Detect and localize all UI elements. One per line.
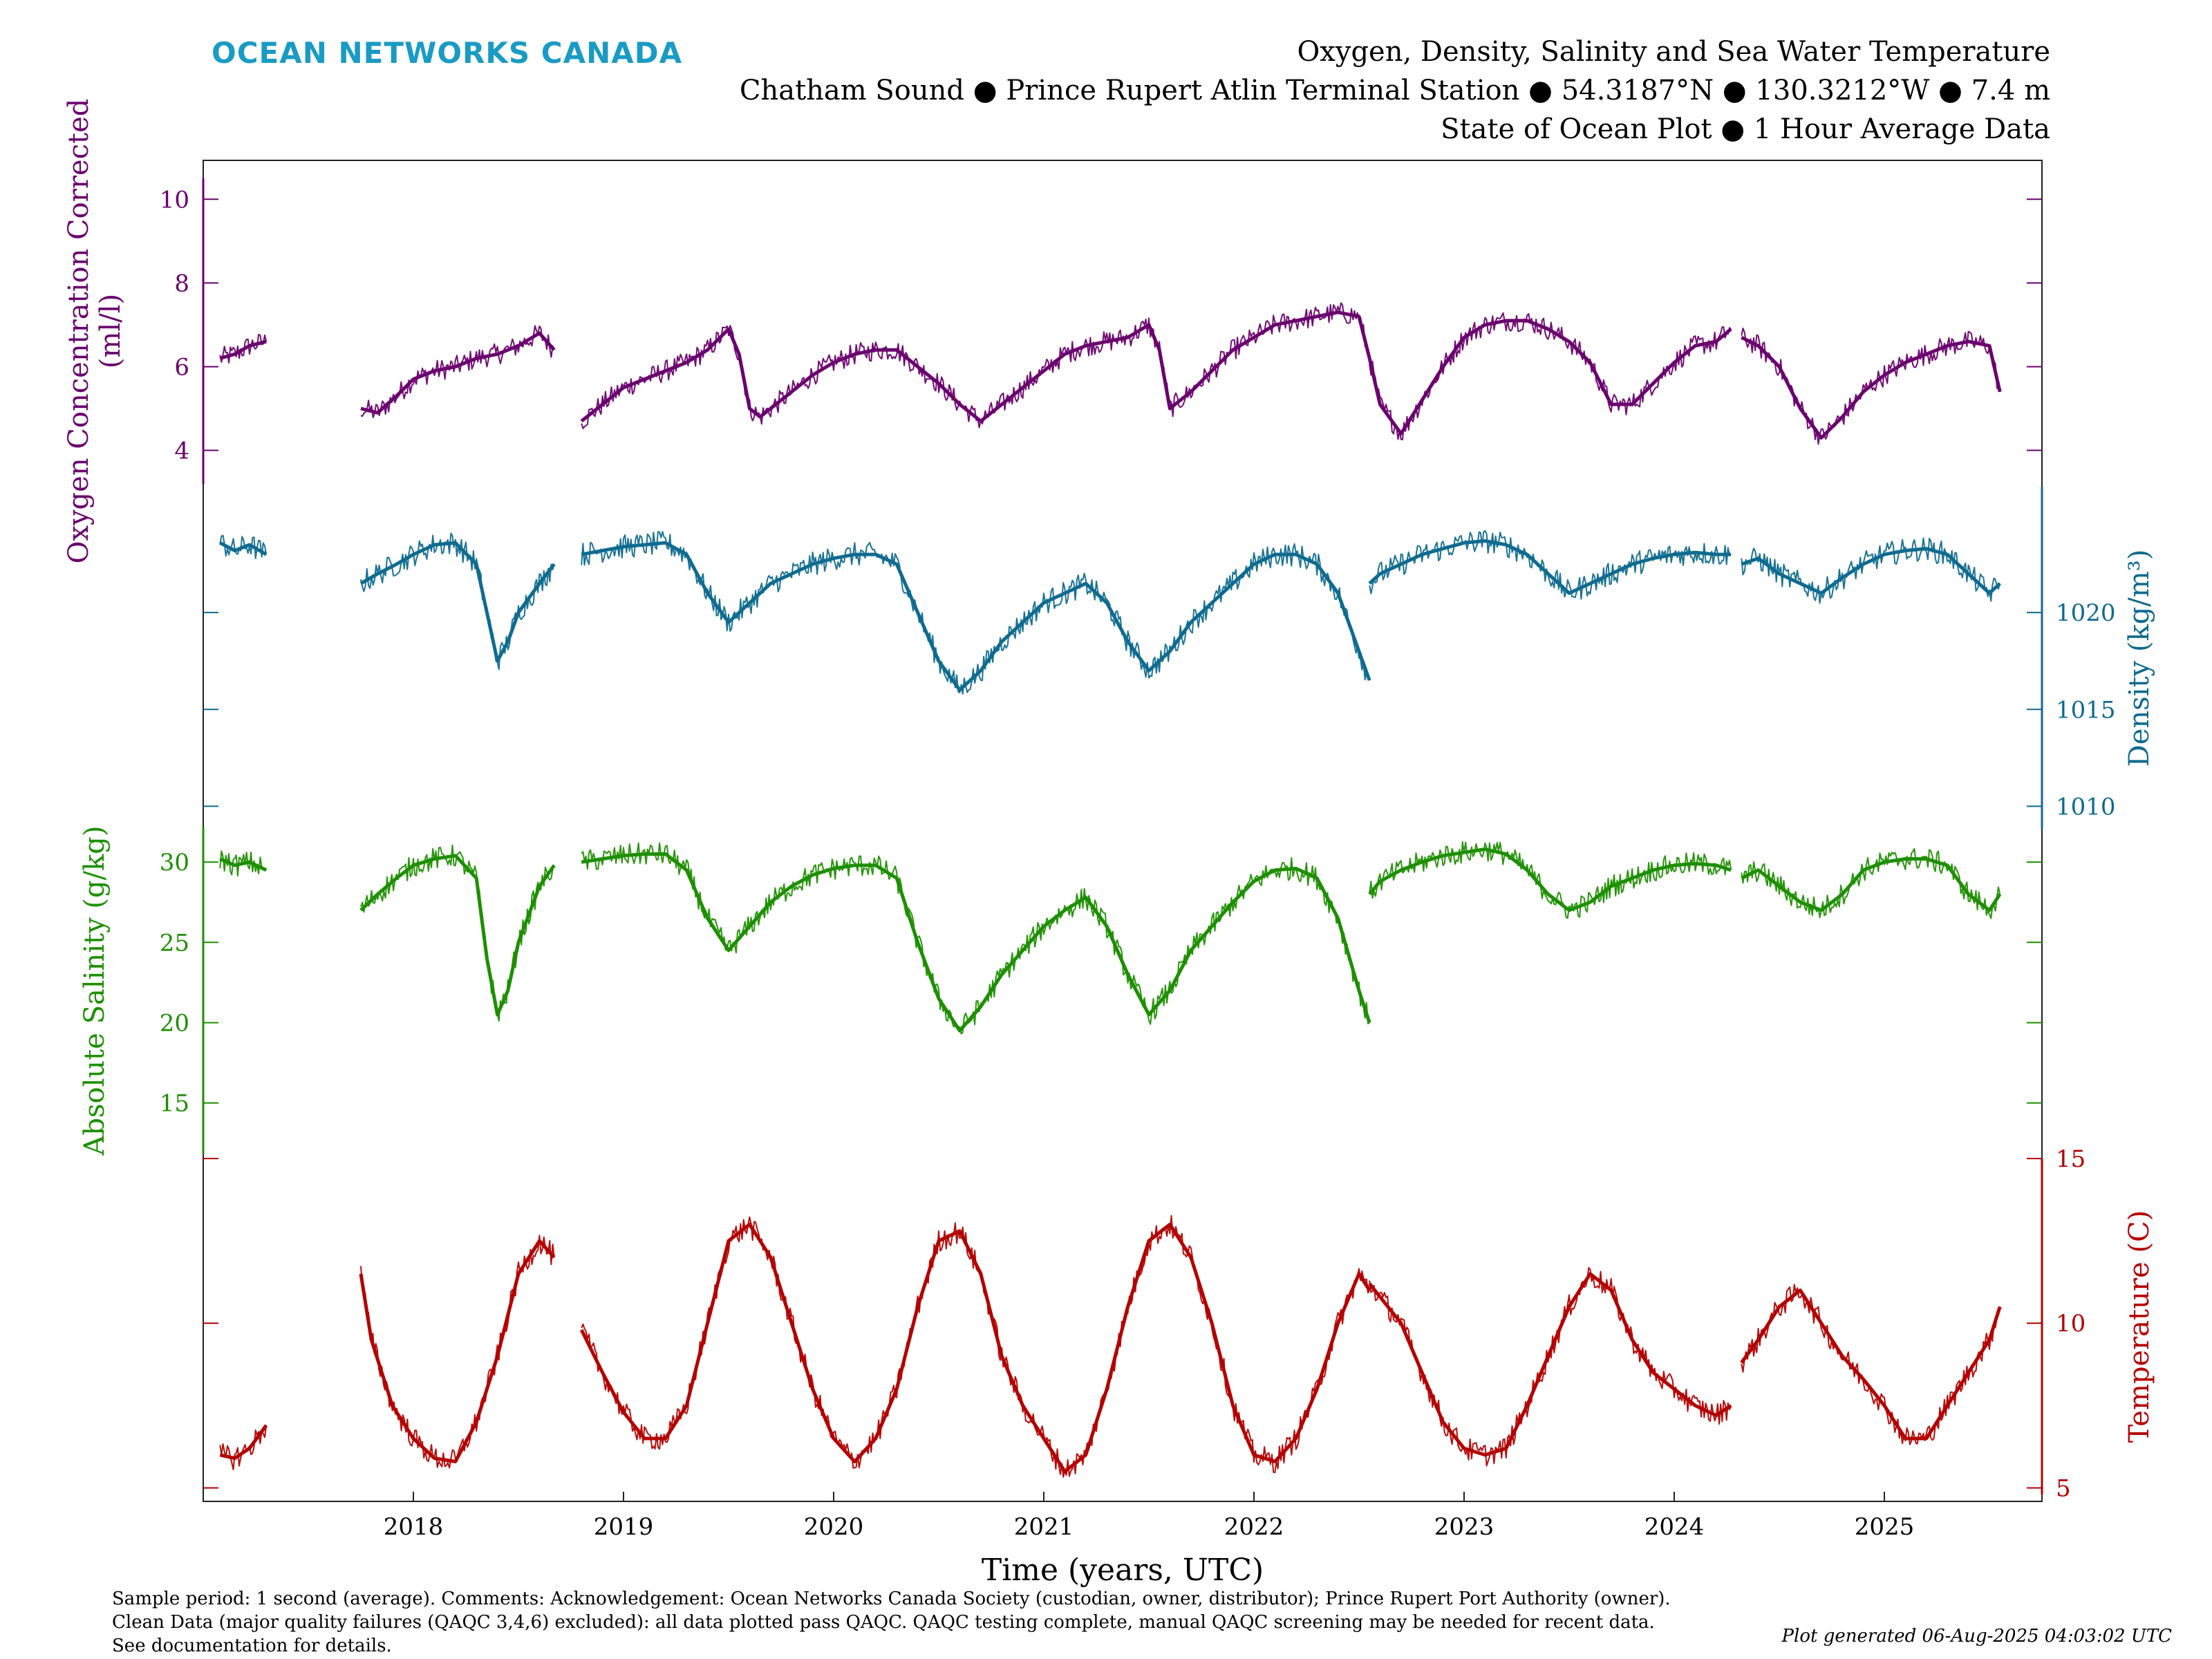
oxygen-series-line-segment (1741, 335, 2002, 440)
chart-panels: 4 6 8 10 Oxygen Concentration Corrected (ml/l… (63, 99, 2155, 1503)
footer-line-3: See documentation for details. (112, 1635, 392, 1656)
x-tick-label: 2024 (1644, 1513, 1705, 1541)
x-tick-label: 2023 (1434, 1513, 1494, 1541)
footer-line-2: Clean Data (major quality failures (QAQC… (112, 1612, 1655, 1633)
temperature-series-noise-segment (1369, 1267, 1732, 1467)
chart-subtitle-type: State of Ocean Plot ● 1 Hour Average Dat… (1441, 113, 2050, 145)
oxygen-series-noise-segment (219, 333, 268, 364)
x-axis-label: Time (years, UTC) (982, 1553, 1264, 1588)
temperature-panel: 5 10 15 Temperature (C) (203, 1145, 2155, 1502)
temperature-tick-label: 10 (2056, 1310, 2086, 1338)
density-tick-label: 1015 (2056, 696, 2116, 724)
x-tick-label: 2022 (1224, 1513, 1284, 1541)
oxygen-series-line-segment (219, 339, 267, 360)
x-tick-label: 2021 (1014, 1513, 1074, 1541)
oxygen-axis-label: (ml/l) (95, 294, 126, 368)
x-tick-label: 2018 (384, 1513, 444, 1541)
x-tick-label: 2019 (594, 1513, 654, 1541)
temperature-tick-label: 5 (2056, 1474, 2071, 1502)
generated-timestamp: Plot generated 06-Aug-2025 04:03:02 UTC (1781, 1626, 2172, 1647)
footer-notes: Sample period: 1 second (average). Comme… (112, 1587, 1671, 1658)
salinity-tick-label: 25 (160, 929, 189, 957)
density-tick-label: 1010 (2056, 793, 2116, 821)
x-tick-label: 2020 (804, 1513, 864, 1541)
temperature-series-noise-segment (1741, 1284, 2001, 1445)
salinity-panel: 15 20 25 30 Absolute Salinity (g/kg) (79, 825, 2042, 1156)
temperature-series-line-segment (219, 1424, 268, 1461)
oxygen-series-line-segment (360, 331, 556, 415)
salinity-series-line-segment (1741, 857, 2002, 912)
x-axis: 2018 2019 2020 2021 2022 2023 2024 2025 (384, 1492, 1915, 1541)
density-axis-label: Density (kg/m³) (2124, 550, 2155, 767)
temperature-series-noise-segment (581, 1215, 1371, 1478)
density-series-noise-segment (1741, 537, 2001, 604)
density-panel: 1010 1015 1020 Density (kg/m³) (203, 487, 2155, 830)
density-series-line-segment (1368, 539, 1732, 595)
oxygen-panel: 4 6 8 10 Oxygen Concentration Corrected (ml/l… (63, 99, 2042, 564)
oxygen-series-line-segment (580, 310, 1371, 423)
temperature-series-line-segment (1368, 1272, 1732, 1457)
oxygen-tick-label: 10 (160, 186, 189, 214)
salinity-series-line-segment (219, 857, 268, 872)
x-tick-label: 2025 (1855, 1513, 1915, 1541)
footer-line-1: Sample period: 1 second (average). Comme… (112, 1588, 1671, 1609)
oxygen-series-line-segment (1367, 319, 1732, 435)
salinity-series-noise-segment (360, 844, 555, 1022)
brand-logo: OCEAN NETWORKS CANADA (212, 36, 683, 70)
temperature-series-noise-segment (360, 1235, 555, 1469)
chart-title: Oxygen, Density, Salinity and Sea Water … (1297, 36, 2051, 68)
oxygen-tick-label: 6 (174, 353, 189, 381)
salinity-series-line-segment (1368, 847, 1732, 912)
temperature-series-line-segment (359, 1239, 556, 1463)
oxygen-series-noise-segment (581, 302, 1371, 429)
oxygen-tick-label: 4 (174, 438, 189, 465)
density-series-line-segment (359, 541, 556, 663)
density-series-line-segment (219, 541, 268, 556)
salinity-series-line-segment (359, 854, 556, 1017)
temperature-tick-label: 15 (2056, 1145, 2086, 1173)
density-tick-label: 1020 (2056, 599, 2116, 627)
salinity-series-noise-segment (581, 842, 1370, 1035)
chart-subtitle-location: Chatham Sound ● Prince Rupert Atlin Term… (739, 75, 2050, 106)
density-series-noise-segment (219, 534, 268, 559)
oxygen-series-noise-segment (1369, 312, 1732, 440)
salinity-series-line-segment (581, 852, 1371, 1033)
density-series-noise-segment (1369, 529, 1732, 600)
density-series-line-segment (581, 541, 1371, 692)
temperature-series-line-segment (1740, 1288, 2002, 1441)
density-series-line-segment (1741, 547, 2001, 595)
oxygen-tick-label: 8 (174, 270, 189, 297)
salinity-series-noise-segment (1369, 841, 1732, 919)
density-series-noise-segment (581, 531, 1371, 695)
temperature-series-noise-segment (219, 1425, 268, 1470)
temperature-series-line-segment (579, 1222, 1371, 1474)
salinity-tick-label: 20 (160, 1009, 189, 1037)
oxygen-axis-label: Oxygen Concentration Corrected (63, 99, 95, 564)
salinity-axis-label: Absolute Salinity (g/kg) (79, 825, 111, 1156)
temperature-axis-label: Temperature (C) (2124, 1210, 2155, 1443)
salinity-tick-label: 15 (160, 1090, 189, 1118)
salinity-tick-label: 30 (160, 849, 189, 877)
